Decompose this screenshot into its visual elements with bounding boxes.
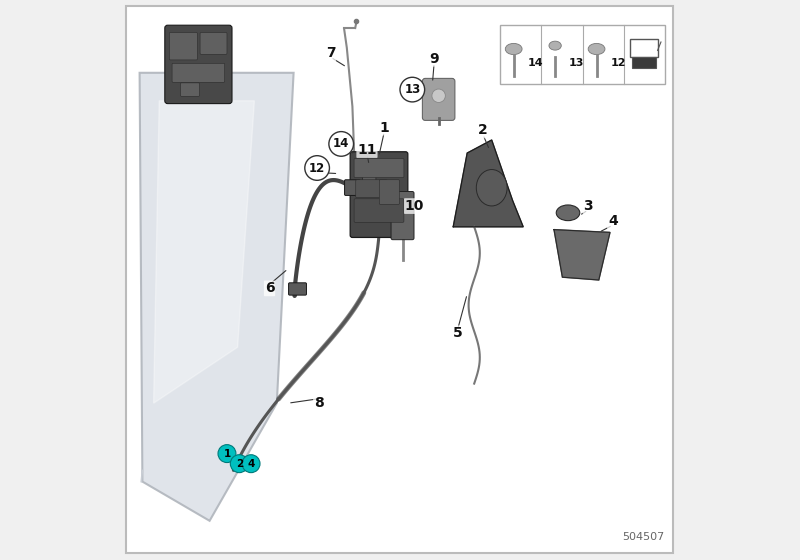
FancyBboxPatch shape — [422, 78, 455, 120]
Text: 13: 13 — [404, 83, 421, 96]
Text: 13: 13 — [569, 58, 585, 68]
FancyBboxPatch shape — [354, 158, 404, 178]
Text: 3: 3 — [583, 199, 593, 213]
Circle shape — [305, 156, 330, 180]
Text: 8: 8 — [314, 396, 324, 410]
Polygon shape — [140, 73, 294, 521]
FancyBboxPatch shape — [200, 32, 227, 54]
Ellipse shape — [549, 41, 562, 50]
Text: 2: 2 — [478, 124, 488, 138]
FancyBboxPatch shape — [379, 180, 399, 204]
FancyBboxPatch shape — [362, 161, 376, 186]
FancyBboxPatch shape — [350, 152, 408, 237]
Bar — [630, 39, 658, 57]
Circle shape — [230, 455, 248, 473]
Circle shape — [242, 455, 260, 473]
Text: 1: 1 — [379, 121, 389, 135]
Circle shape — [218, 445, 236, 463]
Text: 11: 11 — [358, 143, 377, 157]
Ellipse shape — [506, 44, 522, 55]
Text: 4: 4 — [247, 459, 254, 469]
FancyBboxPatch shape — [165, 25, 232, 104]
Ellipse shape — [476, 170, 507, 206]
Text: 504507: 504507 — [622, 532, 664, 542]
Polygon shape — [453, 140, 523, 227]
Circle shape — [400, 77, 425, 102]
FancyBboxPatch shape — [354, 199, 404, 222]
FancyBboxPatch shape — [181, 83, 199, 96]
Text: 9: 9 — [430, 52, 439, 66]
Polygon shape — [154, 101, 254, 403]
FancyBboxPatch shape — [126, 6, 674, 553]
Text: 14: 14 — [528, 58, 543, 68]
FancyBboxPatch shape — [500, 25, 665, 84]
Bar — [632, 57, 657, 68]
FancyBboxPatch shape — [172, 63, 225, 82]
Text: 12: 12 — [610, 58, 626, 68]
Text: 2: 2 — [236, 459, 243, 469]
FancyBboxPatch shape — [345, 180, 360, 195]
FancyBboxPatch shape — [170, 32, 198, 60]
Text: 7: 7 — [326, 46, 335, 60]
Ellipse shape — [588, 44, 605, 55]
Text: 14: 14 — [333, 137, 350, 151]
Circle shape — [329, 132, 354, 156]
Polygon shape — [554, 230, 610, 280]
FancyBboxPatch shape — [391, 192, 414, 240]
Text: 6: 6 — [265, 282, 274, 296]
Text: 4: 4 — [608, 214, 618, 228]
Text: 5: 5 — [453, 326, 462, 340]
FancyBboxPatch shape — [356, 180, 387, 198]
Text: 10: 10 — [405, 199, 424, 213]
Text: 1: 1 — [223, 449, 230, 459]
FancyBboxPatch shape — [289, 283, 306, 295]
Ellipse shape — [556, 205, 580, 221]
Circle shape — [432, 89, 446, 102]
Text: 12: 12 — [309, 161, 326, 175]
